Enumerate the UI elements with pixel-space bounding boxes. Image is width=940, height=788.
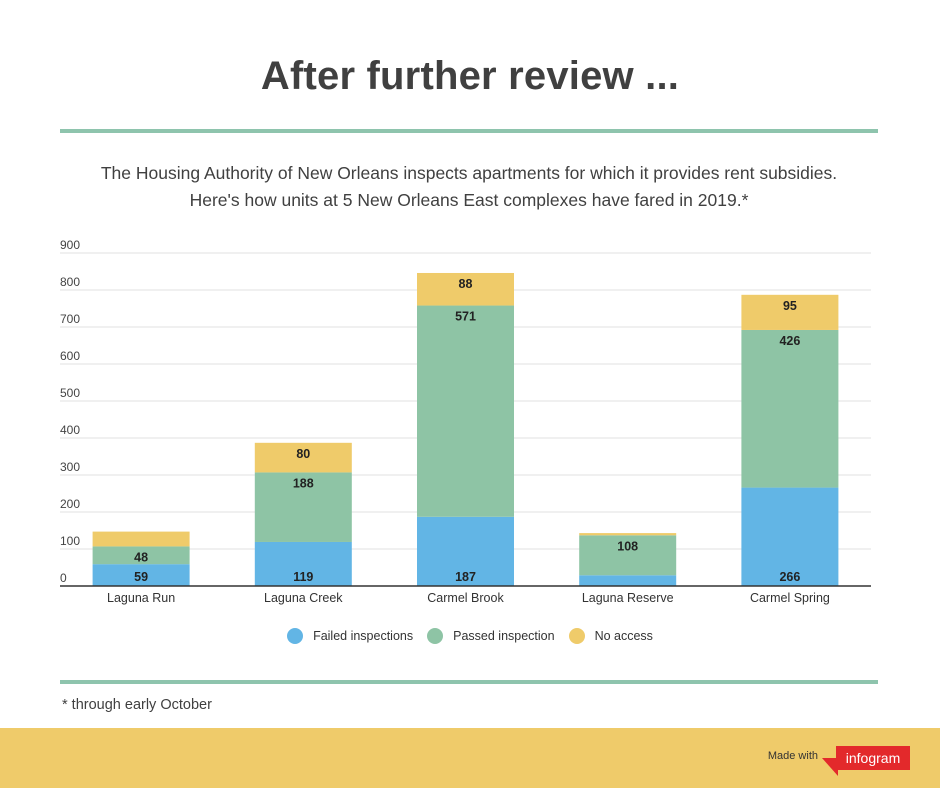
y-tick-label: 0 xyxy=(60,571,67,585)
legend-swatch xyxy=(568,628,585,644)
bar-segment xyxy=(579,533,677,536)
subtitle-line-1: The Housing Authority of New Orleans ins… xyxy=(100,163,838,183)
bar-segment xyxy=(741,487,839,586)
x-category-label: Carmel Brook xyxy=(427,591,504,605)
bar-segment xyxy=(254,442,352,473)
bar-segment xyxy=(92,564,190,586)
y-tick-label: 300 xyxy=(60,460,80,474)
y-tick-label: 600 xyxy=(60,349,80,363)
top-divider xyxy=(60,129,878,133)
bar-segment xyxy=(92,546,190,565)
data-label: 80 xyxy=(296,447,310,461)
subtitle-line-2: Here's how units at 5 New Orleans East c… xyxy=(189,190,749,210)
bar-segment xyxy=(92,531,190,547)
made-with-label: Made with xyxy=(767,750,818,762)
bar-segment xyxy=(254,472,352,542)
y-tick-label: 500 xyxy=(60,386,80,400)
bar-segment xyxy=(579,575,677,586)
y-tick-label: 700 xyxy=(60,312,80,326)
y-tick-label: 100 xyxy=(60,534,80,548)
bar-segment xyxy=(741,294,839,330)
data-label: 95 xyxy=(783,299,797,313)
data-label: 188 xyxy=(293,476,314,490)
x-category-label: Laguna Reserve xyxy=(582,591,674,605)
legend-label: No access xyxy=(594,629,653,643)
y-tick-label: 800 xyxy=(60,275,80,289)
data-label: 571 xyxy=(455,310,476,324)
bar-segment xyxy=(741,329,839,488)
bar-segment xyxy=(417,305,514,517)
bar-segment xyxy=(254,541,352,586)
legend-item[interactable]: No access xyxy=(568,628,653,644)
bar-segment xyxy=(579,535,677,576)
x-category-label: Carmel Spring xyxy=(750,591,830,605)
data-label: 426 xyxy=(779,334,800,348)
y-tick-label: 900 xyxy=(60,238,80,252)
chart-title: After further review ... xyxy=(260,54,680,98)
bottom-divider xyxy=(60,680,878,684)
brand-logo-tail xyxy=(822,758,838,776)
legend-label: Passed inspection xyxy=(453,629,555,643)
stacked-bar-chart: 0 100 200 300 400 500 600 700 800 900 59 48 Laguna R… xyxy=(60,238,871,605)
y-tick-label: 400 xyxy=(60,423,80,437)
data-label: 59 xyxy=(134,570,148,584)
x-category-label: Laguna Run xyxy=(107,591,175,605)
bar-segment xyxy=(417,272,514,306)
legend-item[interactable]: Passed inspection xyxy=(427,628,555,644)
footer-bar: Made with infogram xyxy=(0,728,940,788)
legend-swatch xyxy=(287,628,304,644)
legend-item[interactable]: Failed inspections xyxy=(287,628,413,644)
chart-subtitle: The Housing Authority of New Orleans ins… xyxy=(60,160,878,214)
data-label: 108 xyxy=(617,539,638,553)
x-category-label: Laguna Creek xyxy=(264,591,343,605)
data-label: 266 xyxy=(779,570,800,584)
data-label: 119 xyxy=(293,570,313,584)
chart-legend: Failed inspections Passed inspection No ac… xyxy=(0,628,940,644)
data-label: 88 xyxy=(459,277,473,291)
brand-logo[interactable]: infogram xyxy=(836,746,910,770)
legend-label: Failed inspections xyxy=(313,629,414,643)
legend-swatch xyxy=(427,628,444,644)
bar-segment xyxy=(417,516,514,586)
footnote: * through early October xyxy=(62,697,212,713)
data-label: 48 xyxy=(134,550,148,564)
y-tick-label: 200 xyxy=(60,497,80,511)
data-label: 187 xyxy=(455,570,476,584)
